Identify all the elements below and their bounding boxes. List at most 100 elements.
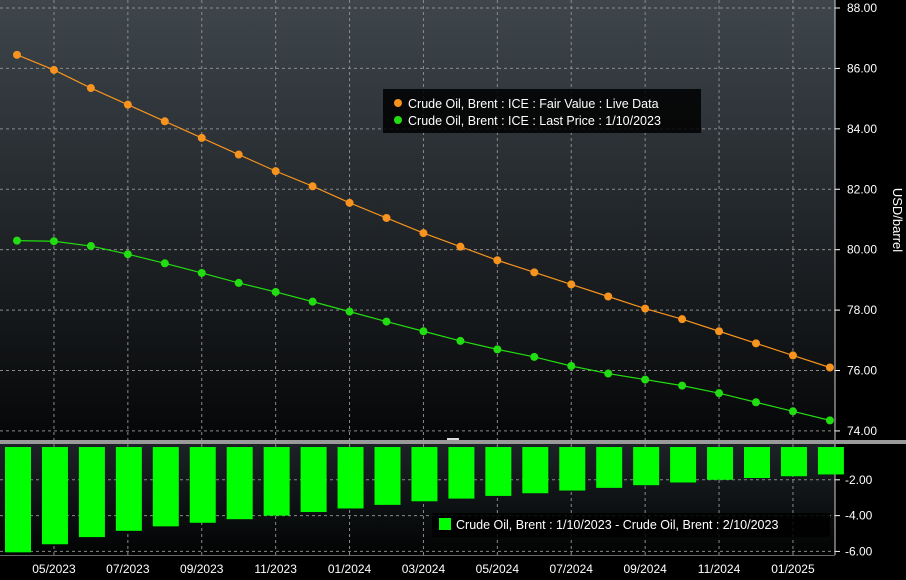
top-plot-area <box>0 0 835 440</box>
series-2-point <box>13 236 21 245</box>
series-1-point <box>123 100 132 109</box>
bar <box>263 447 290 516</box>
bar <box>448 447 475 499</box>
bottom-legend-label: Crude Oil, Brent : 1/10/2023 - Crude Oil… <box>456 518 778 532</box>
bar <box>115 447 142 531</box>
y-tick-label: 76.00 <box>847 364 877 378</box>
bar <box>78 447 105 538</box>
bar <box>596 447 623 488</box>
series-1-point <box>419 229 428 238</box>
bar <box>411 447 438 502</box>
series-1-point <box>567 280 576 289</box>
series-1-point <box>160 117 169 126</box>
x-tick-label: 11/2024 <box>698 562 741 576</box>
y-tick-label: 78.00 <box>847 303 877 317</box>
bar <box>780 447 807 477</box>
series-2-point <box>752 398 760 407</box>
y-tick-label-bottom: -2.00 <box>845 473 873 487</box>
y-tick-label: 82.00 <box>847 182 877 196</box>
bottom-legend-marker <box>439 518 451 530</box>
bar <box>670 447 697 483</box>
x-tick-label: 01/2025 <box>771 562 815 576</box>
x-tick-label: 09/2023 <box>180 562 224 576</box>
series-2-point <box>271 287 280 296</box>
series-2-point <box>234 278 243 287</box>
series-1-point <box>493 256 502 265</box>
bar <box>152 447 179 527</box>
series-1-point <box>86 84 95 93</box>
series-2-point <box>641 375 650 384</box>
bar <box>559 447 586 491</box>
series-1-point <box>604 292 613 301</box>
bar <box>5 447 31 553</box>
y-tick-label-bottom: -6.00 <box>845 544 873 558</box>
series-2-point <box>825 416 834 425</box>
panel-divider-handle[interactable] <box>447 438 459 440</box>
series-2-point <box>419 327 428 336</box>
bar <box>633 447 660 486</box>
x-tick-label: 07/2024 <box>550 562 594 576</box>
series-2-point <box>530 352 539 361</box>
bar <box>226 447 253 520</box>
series-1-point <box>308 182 317 191</box>
bottom-legend: Crude Oil, Brent : 1/10/2023 - Crude Oil… <box>432 513 830 537</box>
series-2-point <box>604 369 613 378</box>
series-2-point <box>678 381 687 390</box>
series-2-point <box>345 307 354 316</box>
series-1-point <box>382 213 391 222</box>
x-tick-label: 05/2024 <box>476 562 520 576</box>
series-1-point <box>715 327 724 336</box>
bar <box>485 447 512 496</box>
series-2-point <box>567 361 576 370</box>
bar <box>41 447 68 545</box>
series-1-point <box>752 339 760 348</box>
series-1-point <box>788 351 797 360</box>
bar <box>817 447 844 475</box>
series-2-point <box>160 259 169 268</box>
top-legend: Crude Oil, Brent : ICE : Fair Value : Li… <box>383 89 701 133</box>
panel-divider[interactable] <box>0 440 906 444</box>
series-1-point <box>530 268 539 277</box>
x-tick-label: 03/2024 <box>402 562 446 576</box>
series-1-point <box>234 150 243 159</box>
series-2-point <box>456 336 465 345</box>
y-tick-label: 88.00 <box>847 1 877 15</box>
legend-label-2: Crude Oil, Brent : ICE : Last Price : 1/… <box>408 114 661 128</box>
legend-marker-2 <box>394 116 402 124</box>
series-2-point <box>86 242 95 251</box>
x-tick-label: 09/2024 <box>623 562 667 576</box>
x-tick-label: 07/2023 <box>106 562 150 576</box>
y-tick-label: 74.00 <box>847 424 877 438</box>
x-tick-label: 11/2023 <box>254 562 297 576</box>
series-1-point <box>13 50 21 59</box>
bar <box>300 447 327 513</box>
bar <box>707 447 734 480</box>
series-1-point <box>641 304 650 313</box>
series-2-point <box>123 250 132 259</box>
y-axis-label: USD/barrel <box>890 188 905 252</box>
x-tick-label: 05/2023 <box>32 562 76 576</box>
series-2-point <box>382 317 391 326</box>
y-tick-label-bottom: -4.00 <box>845 509 873 523</box>
series-2-point <box>197 268 206 277</box>
series-1-point <box>271 167 280 176</box>
x-tick-label: 01/2024 <box>328 562 372 576</box>
y-tick-label: 86.00 <box>847 61 877 75</box>
series-1-point <box>456 242 465 251</box>
bar <box>374 447 401 505</box>
bar <box>522 447 549 494</box>
series-2-point <box>715 389 724 398</box>
bar <box>337 447 364 509</box>
legend-marker-1 <box>394 99 402 107</box>
bottom-legend-box <box>432 513 830 537</box>
series-2-point <box>49 237 58 246</box>
bar <box>189 447 216 523</box>
series-2-point <box>493 345 502 354</box>
y-tick-label: 84.00 <box>847 122 877 136</box>
series-1-point <box>678 315 687 324</box>
series-1-point <box>49 65 58 74</box>
series-2-point <box>788 407 797 416</box>
top-legend-box <box>383 89 701 133</box>
